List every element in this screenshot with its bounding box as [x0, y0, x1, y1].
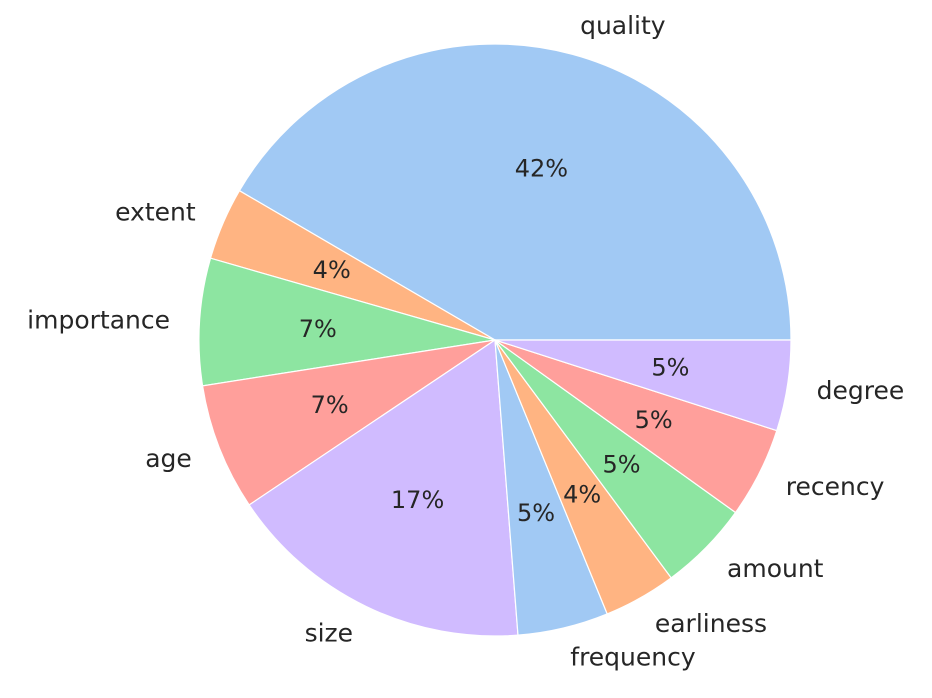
- percent-label-quality: 42%: [515, 155, 568, 183]
- percent-label-age: 7%: [311, 391, 349, 419]
- percent-label-importance: 7%: [299, 315, 337, 343]
- percent-label-size: 17%: [391, 486, 444, 514]
- category-label-size: size: [305, 619, 353, 648]
- percent-label-degree: 5%: [651, 354, 689, 382]
- pie-slice-age: [201, 339, 496, 506]
- pie-slice-quality: [238, 43, 792, 341]
- percent-label-extent: 4%: [313, 256, 351, 284]
- percent-labels: 42%4%7%7%17% 5%4%5%5%5%: [299, 155, 690, 527]
- pie-slice-size: [248, 338, 519, 637]
- percent-label-frequency: 5%: [517, 499, 555, 527]
- category-label-age: age: [145, 444, 192, 473]
- category-labels: quality extent importance age size frequency e…: [27, 11, 904, 671]
- percent-label-amount: 5%: [603, 451, 641, 479]
- category-label-importance: importance: [27, 305, 170, 334]
- pie-slice-degree: [494, 339, 792, 432]
- category-label-quality: quality: [580, 11, 666, 40]
- pie-slices: [198, 43, 792, 637]
- category-label-recency: recency: [786, 472, 885, 501]
- category-label-degree: degree: [817, 376, 905, 405]
- percent-label-recency: 5%: [635, 406, 673, 434]
- category-label-frequency: frequency: [570, 642, 696, 671]
- pie-slice-importance: [198, 257, 496, 387]
- category-label-earliness: earliness: [655, 609, 767, 638]
- percent-label-earliness: 4%: [563, 481, 601, 509]
- category-label-extent: extent: [115, 197, 196, 226]
- category-label-amount: amount: [727, 554, 824, 583]
